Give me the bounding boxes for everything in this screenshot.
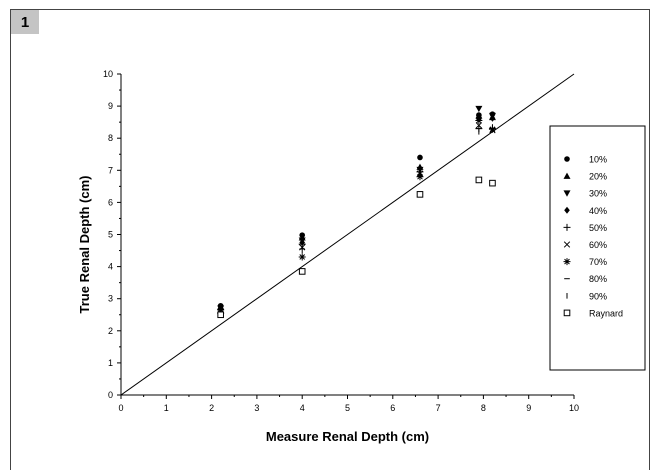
y-tick-label: 3	[108, 294, 113, 304]
legend-label: Raynard	[589, 308, 623, 318]
legend-box	[549, 125, 646, 371]
figure-frame	[10, 9, 650, 470]
x-tick-label: 4	[300, 403, 305, 413]
legend-label: 70%	[589, 257, 607, 267]
y-axis-title: True Renal Depth (cm)	[77, 176, 92, 314]
y-tick-label: 9	[108, 101, 113, 111]
data-point-1	[475, 112, 483, 119]
y-tick-label: 10	[103, 69, 113, 79]
y-tick-label: 2	[108, 326, 113, 336]
y-tick-label: 4	[108, 262, 113, 272]
data-point-9	[217, 311, 224, 319]
data-point-6	[298, 253, 306, 261]
data-point-9	[489, 179, 496, 187]
y-tick-label: 8	[108, 133, 113, 143]
x-tick-label: 3	[254, 403, 259, 413]
legend-label: 40%	[589, 206, 607, 216]
legend-label: 20%	[589, 172, 607, 182]
legend-marker	[564, 156, 570, 162]
legend-marker	[563, 241, 571, 248]
legend-marker	[563, 223, 571, 231]
legend-marker	[563, 190, 571, 197]
legend-marker	[564, 206, 570, 214]
data-point-5	[475, 122, 483, 129]
identity-line	[120, 73, 575, 396]
x-tick-label: 5	[345, 403, 350, 413]
y-tick-label: 0	[108, 390, 113, 400]
x-axis-title: Measure Renal Depth (cm)	[266, 429, 429, 444]
x-tick-label: 6	[390, 403, 395, 413]
data-point-0	[417, 154, 423, 161]
data-point-9	[475, 176, 483, 184]
legend-label: 90%	[589, 291, 607, 301]
data-point-2	[475, 105, 483, 113]
x-tick-label: 1	[164, 403, 169, 413]
legend-label: 10%	[589, 155, 607, 165]
y-tick-label: 6	[108, 197, 113, 207]
legend-label: 30%	[589, 189, 607, 199]
data-point-9	[416, 191, 424, 198]
legend-label: 50%	[589, 223, 607, 233]
x-tick-label: 7	[436, 403, 441, 413]
legend-marker	[563, 258, 571, 266]
panel-number-badge: 1	[11, 10, 39, 34]
x-tick-label: 0	[118, 403, 123, 413]
data-point-9	[298, 268, 306, 275]
legend-label: 80%	[589, 274, 607, 284]
data-point-4	[298, 240, 306, 248]
legend: 10% 20% 30% 40% 50% 60% 70% 80% 90% Raynard	[549, 125, 646, 371]
x-tick-label: 2	[209, 403, 214, 413]
legend-marker	[563, 309, 571, 317]
data-point-3	[489, 114, 496, 122]
y-tick-label: 7	[108, 165, 113, 175]
y-tick-label: 5	[108, 230, 113, 240]
data-point-6	[475, 117, 483, 125]
y-tick-label: 1	[108, 358, 113, 368]
x-tick-label: 8	[481, 403, 486, 413]
legend-marker	[563, 172, 571, 179]
legend-label: 60%	[589, 240, 607, 250]
x-tick-label: 10	[569, 403, 579, 413]
x-tick-label: 9	[526, 403, 531, 413]
